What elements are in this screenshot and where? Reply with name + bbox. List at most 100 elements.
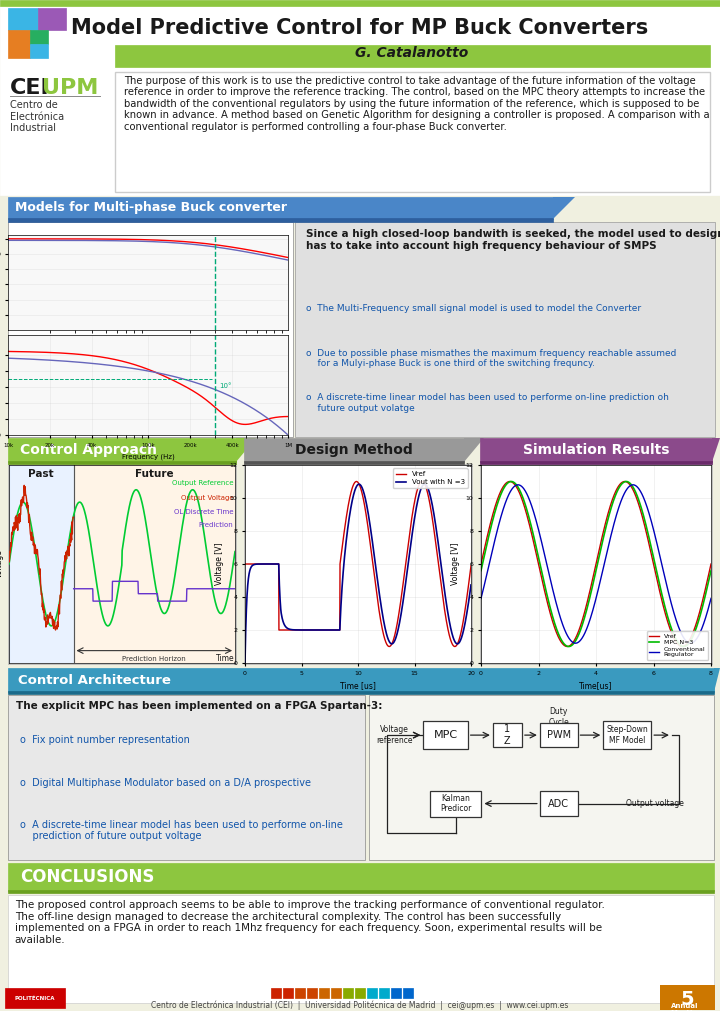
- Bar: [244, 438, 464, 462]
- Vref: [341, 524, 349, 536]
- X-axis label: Frequency (Hz): Frequency (Hz): [122, 453, 174, 460]
- Bar: [540, 792, 577, 816]
- Text: Simulation Results: Simulation Results: [523, 443, 670, 457]
- Bar: [8, 438, 236, 462]
- Text: 1
Z: 1 Z: [504, 724, 510, 746]
- MPC N=3: [624, 476, 632, 488]
- Polygon shape: [464, 438, 484, 462]
- Text: Step-Down
MF Model: Step-Down MF Model: [606, 726, 648, 745]
- Vref: [264, 558, 272, 570]
- Text: Duty
Cycle: Duty Cycle: [548, 708, 569, 727]
- MPC N=3: [675, 638, 684, 650]
- Vout with N =3: [417, 482, 426, 494]
- Bar: [403, 988, 413, 998]
- Bar: [30, 30, 48, 44]
- Text: Control Approach: Control Approach: [20, 443, 157, 457]
- Bar: [307, 988, 317, 998]
- Text: CEI: CEI: [10, 78, 50, 98]
- Conventional
Regulator: [571, 637, 580, 649]
- Line: Conventional
Regulator: Conventional Regulator: [481, 485, 711, 643]
- Text: PWM: PWM: [546, 730, 571, 740]
- Bar: [8, 8, 38, 30]
- Y-axis label: Voltage [V]: Voltage [V]: [215, 543, 224, 585]
- Vout with N =3: [420, 478, 429, 490]
- Bar: [283, 988, 293, 998]
- Text: The purpose of this work is to use the predictive control to take advantage of t: The purpose of this work is to use the p…: [124, 76, 709, 132]
- Bar: [319, 988, 329, 998]
- Text: Time: Time: [217, 653, 235, 662]
- MPC N=3: [611, 490, 619, 502]
- Vref: [505, 475, 514, 487]
- Vref: [477, 558, 485, 570]
- Text: POLITÉCNICA: POLITÉCNICA: [14, 996, 55, 1001]
- Bar: [343, 988, 353, 998]
- Text: Output voltage: Output voltage: [626, 799, 683, 808]
- Text: Past: Past: [29, 469, 54, 479]
- Vout with N =3: [396, 613, 405, 625]
- Bar: [30, 44, 48, 58]
- Bar: [540, 723, 577, 747]
- Bar: [244, 464, 472, 664]
- Bar: [603, 721, 652, 749]
- Text: Model Predictive Control for MP Buck Converters: Model Predictive Control for MP Buck Con…: [71, 18, 649, 38]
- Line: Vout with N =3: Vout with N =3: [245, 484, 471, 663]
- Bar: [38, 8, 66, 30]
- Bar: [0, 0, 720, 6]
- Bar: [480, 464, 712, 664]
- Y-axis label: Voltage: Voltage: [0, 550, 4, 578]
- Bar: [369, 695, 714, 860]
- Text: Kalman
Predicor: Kalman Predicor: [440, 794, 472, 813]
- Bar: [423, 721, 468, 749]
- Vout with N =3: [341, 551, 349, 563]
- Bar: [8, 222, 293, 437]
- MPC N=3: [707, 564, 716, 576]
- Vref: [624, 476, 632, 488]
- Polygon shape: [660, 985, 715, 1010]
- Bar: [355, 988, 365, 998]
- Y-axis label: Voltage [V]: Voltage [V]: [451, 543, 460, 585]
- Text: 5: 5: [680, 990, 694, 1009]
- Vref: [491, 500, 500, 513]
- Text: Since a high closed-loop bandwith is seeked, the model used to design the contro: Since a high closed-loop bandwith is see…: [307, 229, 720, 251]
- Bar: [295, 988, 305, 998]
- Text: ADC: ADC: [548, 799, 569, 809]
- Text: Output Reference: Output Reference: [172, 480, 233, 486]
- Text: o  Digital Multiphase Modulator based on a D/A prospective: o Digital Multiphase Modulator based on …: [19, 777, 310, 788]
- Vref: [421, 480, 430, 492]
- Text: 10°: 10°: [220, 383, 232, 389]
- Bar: [8, 863, 714, 891]
- Bar: [480, 461, 712, 464]
- Polygon shape: [714, 668, 720, 692]
- Bar: [271, 988, 281, 998]
- Bar: [73, 465, 235, 663]
- Legend: Vref, MPC N=3, Conventional
Regulator: Vref, MPC N=3, Conventional Regulator: [647, 631, 708, 660]
- Bar: [430, 791, 482, 817]
- Bar: [115, 72, 710, 192]
- Conventional
Regulator: [611, 515, 619, 527]
- Bar: [379, 988, 389, 998]
- Bar: [480, 438, 712, 462]
- Vout with N =3: [467, 579, 475, 591]
- MPC N=3: [616, 479, 625, 491]
- Text: OL Discrete Time: OL Discrete Time: [174, 510, 233, 516]
- Bar: [8, 461, 236, 464]
- Vref: [418, 475, 426, 487]
- Vout with N =3: [421, 478, 430, 490]
- Text: Centro de Electrónica Industrial (CEI)  |  Universidad Politécnica de Madrid  | : Centro de Electrónica Industrial (CEI) |…: [151, 1000, 569, 1010]
- Polygon shape: [553, 197, 575, 219]
- Conventional
Regulator: [624, 482, 632, 494]
- Polygon shape: [236, 438, 256, 462]
- Vref: [240, 558, 249, 570]
- Bar: [8, 197, 553, 219]
- Bar: [8, 691, 714, 694]
- Text: The explicit MPC has been implemented on a FPGA Spartan-3:: The explicit MPC has been implemented on…: [16, 701, 382, 711]
- Text: Prediction Horizon: Prediction Horizon: [122, 655, 186, 661]
- Text: CONCLUSIONS: CONCLUSIONS: [20, 868, 154, 886]
- Conventional
Regulator: [629, 479, 637, 491]
- Text: UPM: UPM: [42, 78, 99, 98]
- Text: Output Voltage: Output Voltage: [181, 494, 233, 500]
- Bar: [8, 895, 714, 1003]
- Vout with N =3: [240, 657, 249, 669]
- Bar: [5, 988, 65, 1008]
- Vref: [384, 640, 393, 652]
